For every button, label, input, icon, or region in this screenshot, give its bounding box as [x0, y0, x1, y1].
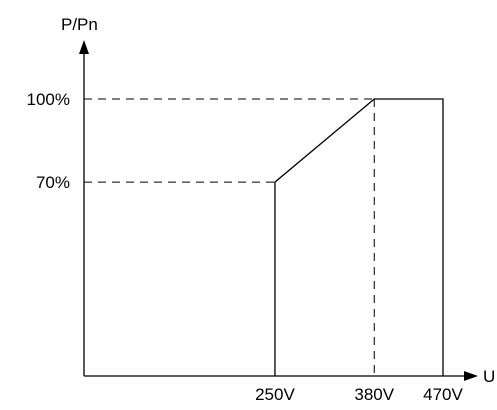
x-axis-label: U [483, 367, 495, 386]
x-tick-label-1: 380V [354, 385, 394, 404]
x-axis-arrow-icon [464, 371, 478, 381]
data-point-3 [442, 98, 444, 100]
axes [79, 40, 478, 381]
x-tick-label-2: 470V [423, 385, 463, 404]
y-axis-label: P/Pn [61, 15, 98, 34]
y-tick-label-0: 70% [36, 173, 70, 192]
guide-lines [84, 98, 375, 376]
series-line-0 [274, 98, 444, 376]
y-axis-arrow-icon [79, 40, 89, 54]
series-group [274, 98, 444, 377]
y-tick-label-1: 100% [27, 90, 70, 109]
x-tick-label-0: 250V [255, 385, 295, 404]
tick-labels: 250V 380V 470V 70% 100% [27, 90, 464, 404]
data-point-1 [274, 181, 276, 183]
data-point-2 [373, 98, 375, 100]
